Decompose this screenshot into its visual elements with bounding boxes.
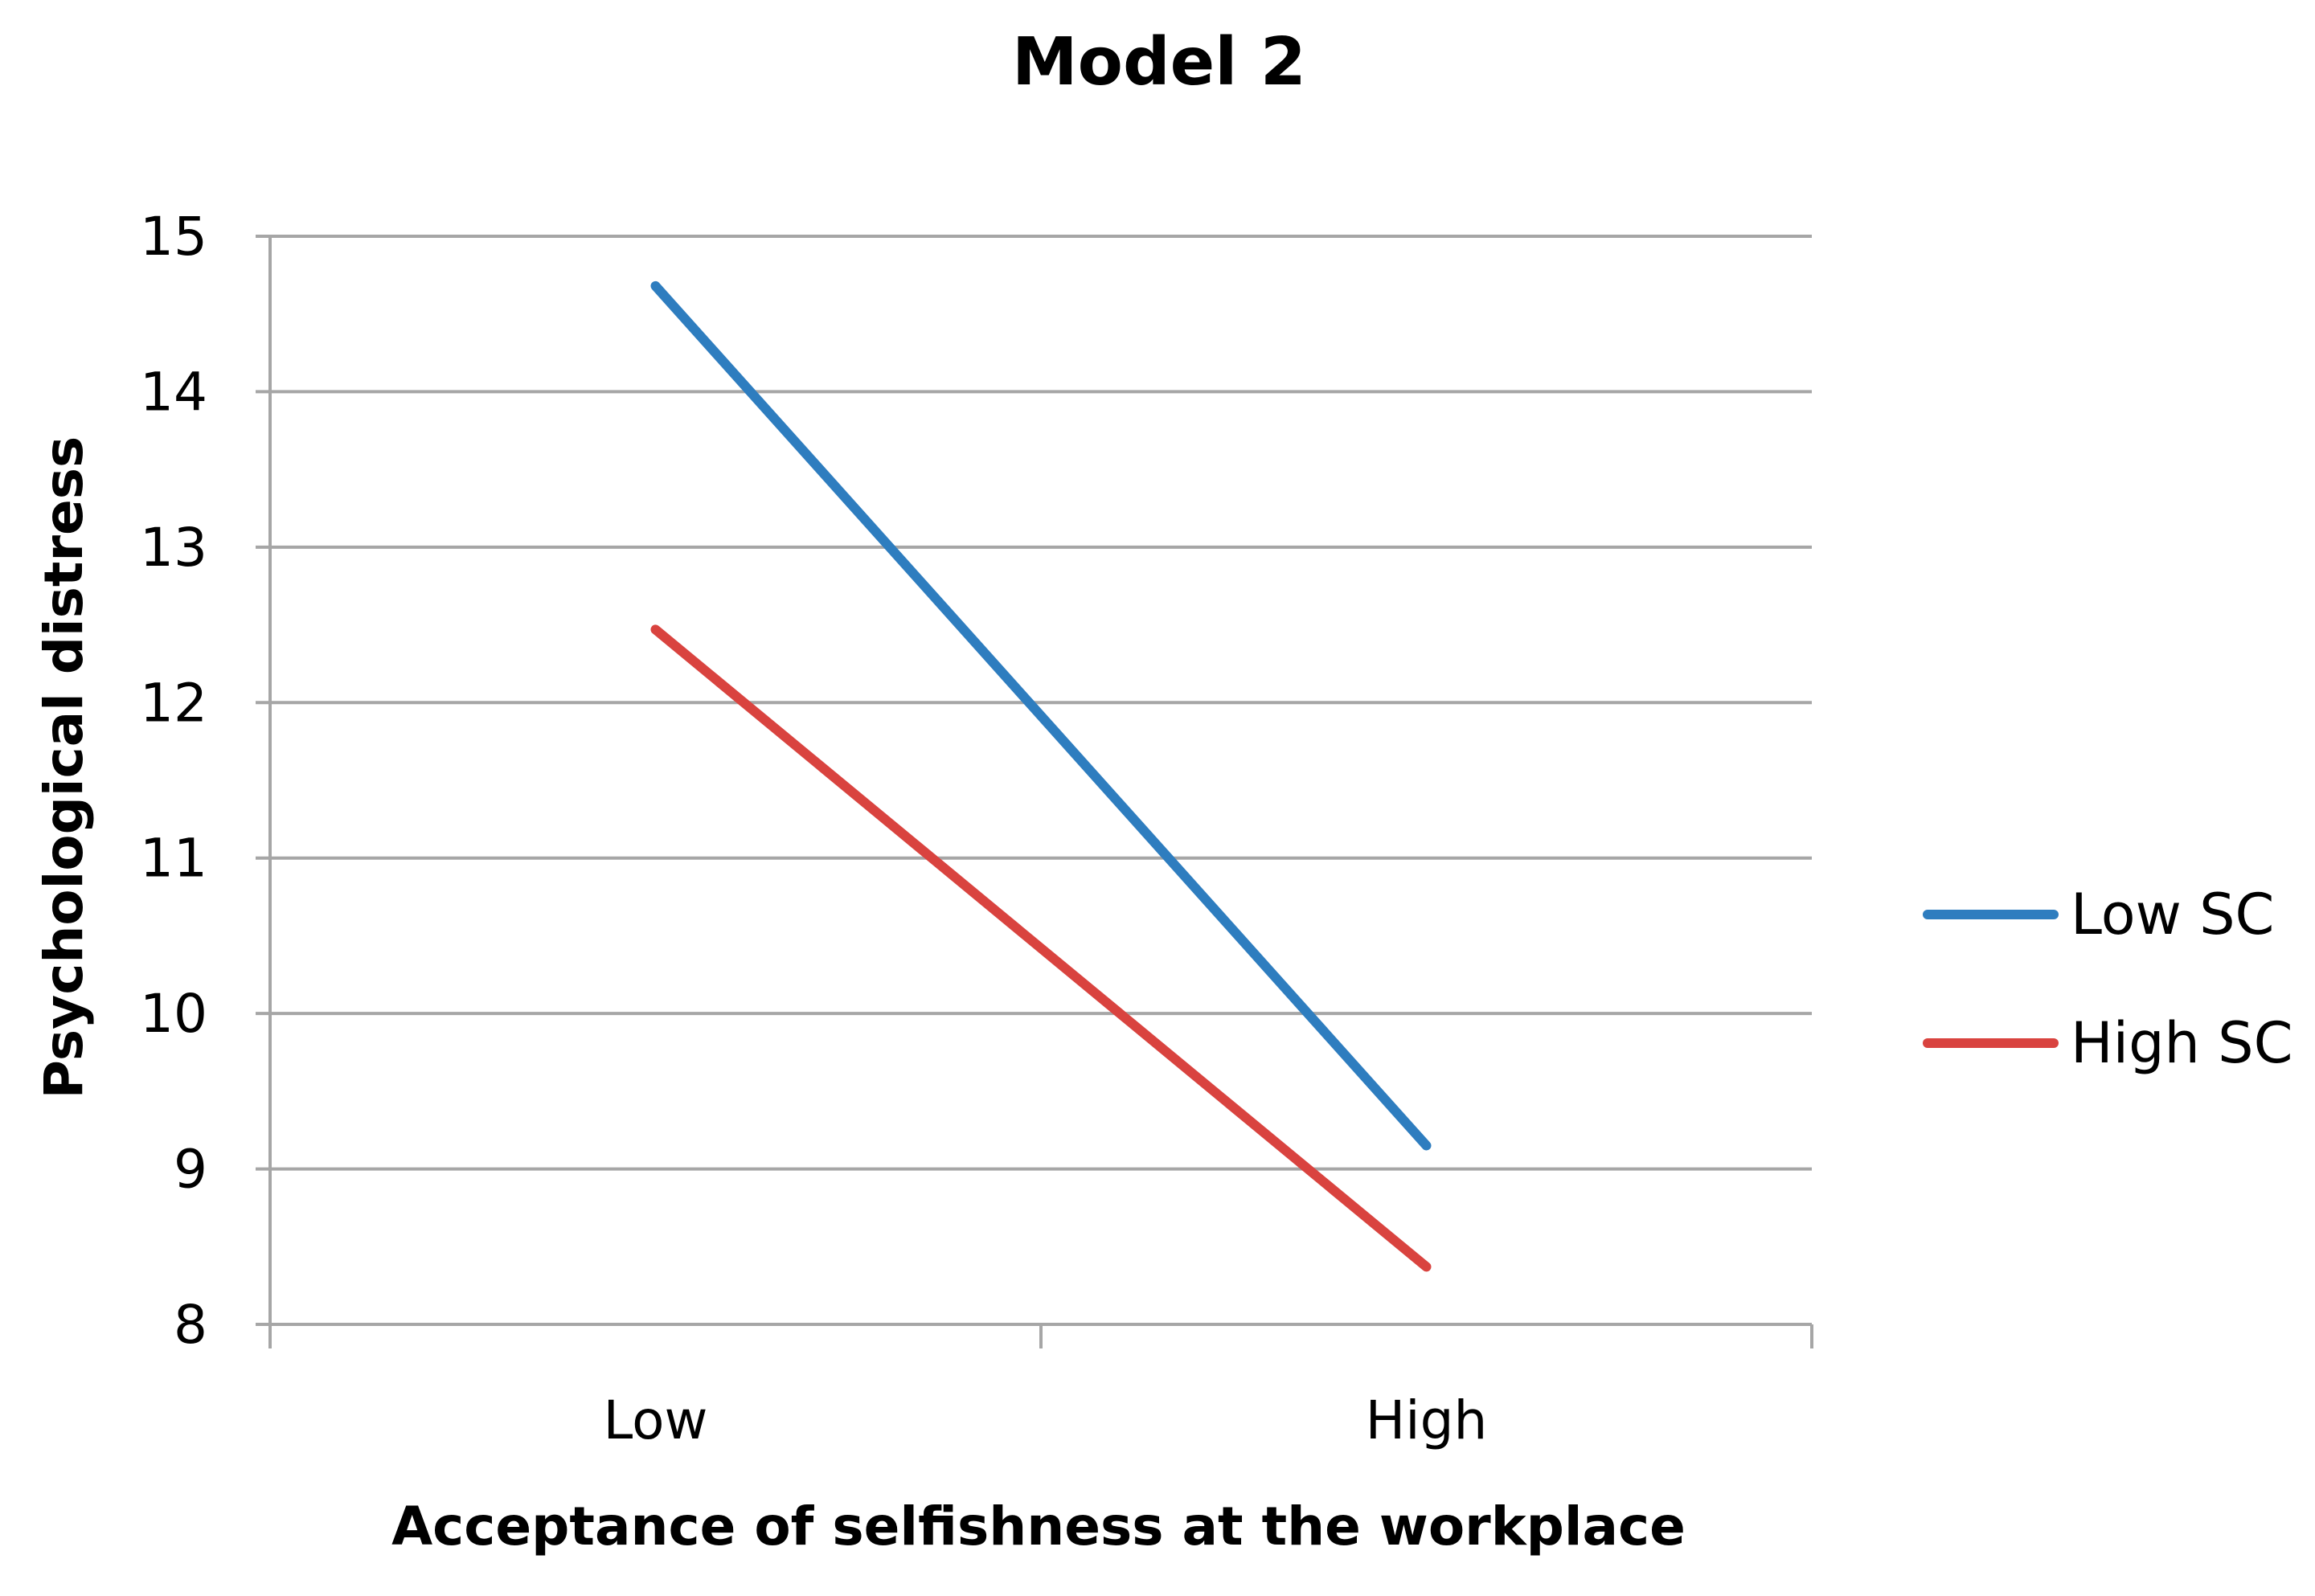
series-line-low-sc	[650, 280, 1432, 1151]
series-lines	[650, 280, 1432, 1272]
legend: Low SC High SC	[1923, 882, 2292, 1076]
y-tick-label: 14	[140, 361, 207, 423]
x-axis-tick-labels: Low High	[604, 1389, 1488, 1451]
x-tick-label: High	[1366, 1389, 1488, 1451]
y-tick-label: 13	[140, 517, 207, 579]
legend-label: High SC	[2071, 1010, 2292, 1076]
axes	[256, 236, 1813, 1348]
x-tick-label: Low	[604, 1389, 708, 1451]
y-tick-label: 8	[174, 1294, 207, 1356]
x-axis-title: Acceptance of selfishness at the workpla…	[391, 1496, 1686, 1557]
y-tick-label: 15	[140, 206, 207, 268]
y-tick-label: 12	[140, 672, 207, 734]
chart-title: Model 2	[1012, 24, 1306, 100]
y-axis-title: Psychological distress	[33, 436, 95, 1099]
y-tick-label: 10	[140, 983, 207, 1045]
y-tick-label: 11	[140, 828, 207, 890]
legend-label: Low SC	[2071, 882, 2274, 947]
series-line-high-sc	[650, 624, 1432, 1272]
gridlines	[256, 235, 1812, 1171]
y-tick-label: 9	[174, 1139, 207, 1201]
y-axis-tick-labels: 8 9 10 11 12 13 14 15	[140, 206, 207, 1356]
